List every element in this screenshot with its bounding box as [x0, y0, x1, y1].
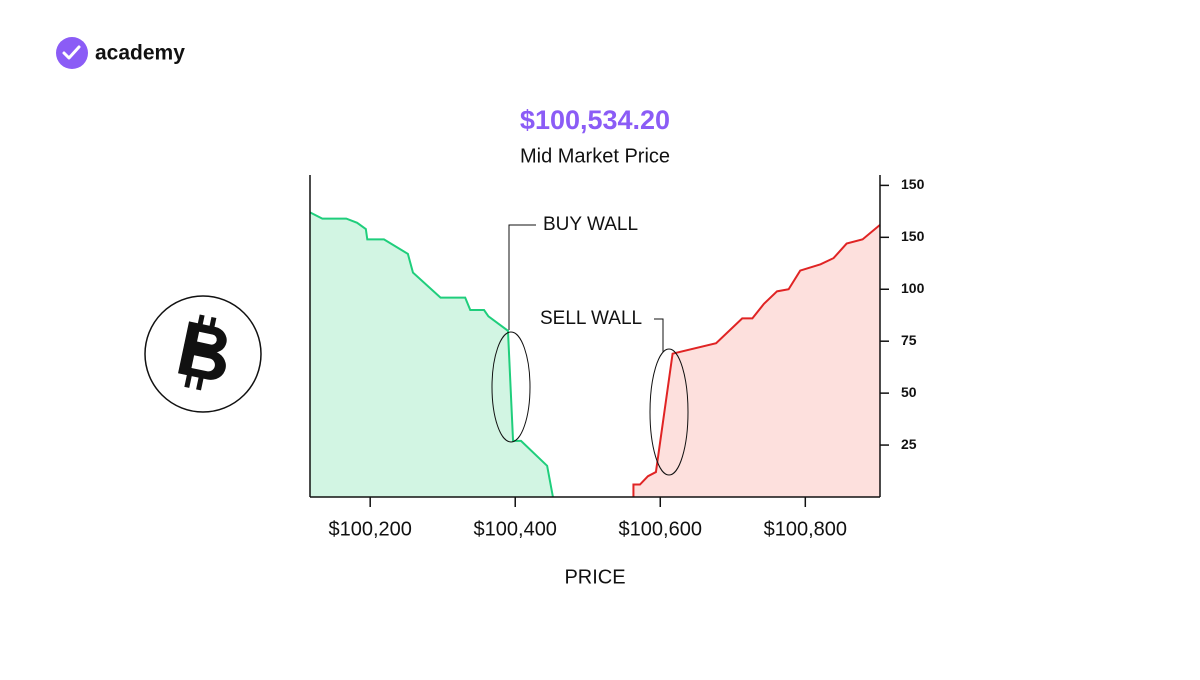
y-tick-label: 150: [901, 228, 925, 244]
annotation-ellipse: [491, 331, 531, 443]
logo-check: [62, 45, 81, 60]
chart-title: $100,534.20: [520, 105, 670, 135]
y-tick-label: 25: [901, 436, 917, 452]
annotation: BUY WALL: [543, 214, 638, 235]
annotation: SELL WALL: [540, 308, 642, 329]
y-tick-label: 100: [901, 280, 925, 296]
x-axis-label: PRICE: [564, 566, 625, 588]
x-tick-label: $100,200: [328, 518, 411, 540]
brand: academy: [95, 42, 185, 65]
depth-line: [632, 224, 881, 497]
area-fill: [633, 224, 880, 497]
chart-subtitle: Mid Market Price: [520, 145, 670, 167]
bitcoin-icon: [144, 295, 262, 413]
annotation-ellipse: [649, 348, 689, 476]
y-tick-label: 50: [901, 384, 917, 400]
x-tick-label: $100,400: [474, 518, 557, 540]
area-fill: [310, 212, 553, 497]
annotation-leader: [508, 224, 536, 330]
y-tick-label: 150: [901, 176, 925, 192]
x-tick-label: $100,600: [619, 518, 702, 540]
depth-line: [309, 211, 554, 498]
x-tick-label: $100,800: [764, 518, 847, 540]
y-tick-label: 75: [901, 332, 917, 348]
annotation-leader: [654, 318, 664, 352]
